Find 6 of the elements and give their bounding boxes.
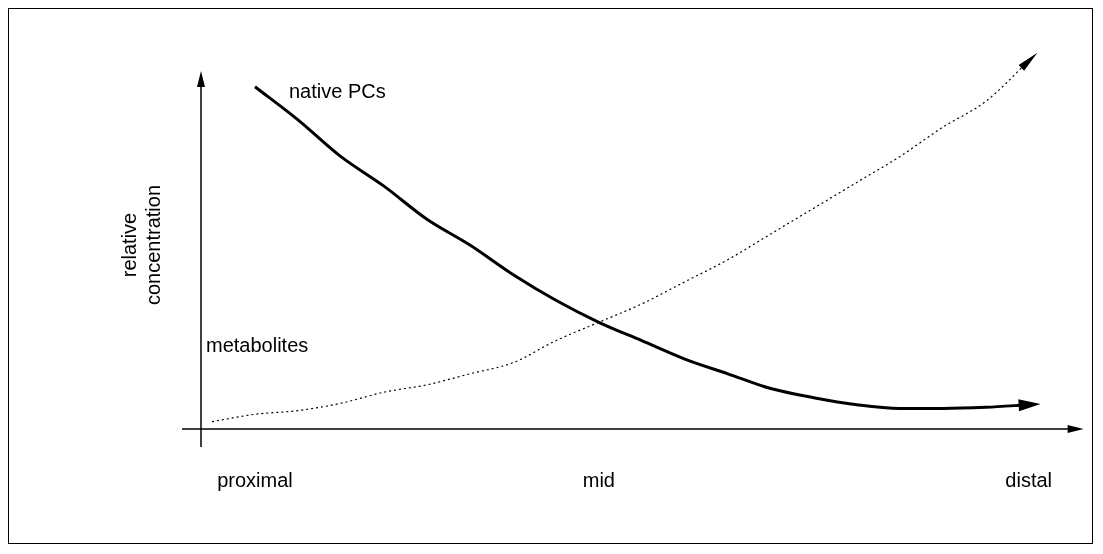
text: metabolites xyxy=(206,334,309,357)
x-tick-label: proximal xyxy=(217,468,293,491)
series-label: native PCs xyxy=(288,80,386,103)
x-tick-label: distal xyxy=(1005,468,1053,491)
x-tick-label: mid xyxy=(582,468,615,491)
y-axis-title: relative concentration xyxy=(117,184,164,306)
